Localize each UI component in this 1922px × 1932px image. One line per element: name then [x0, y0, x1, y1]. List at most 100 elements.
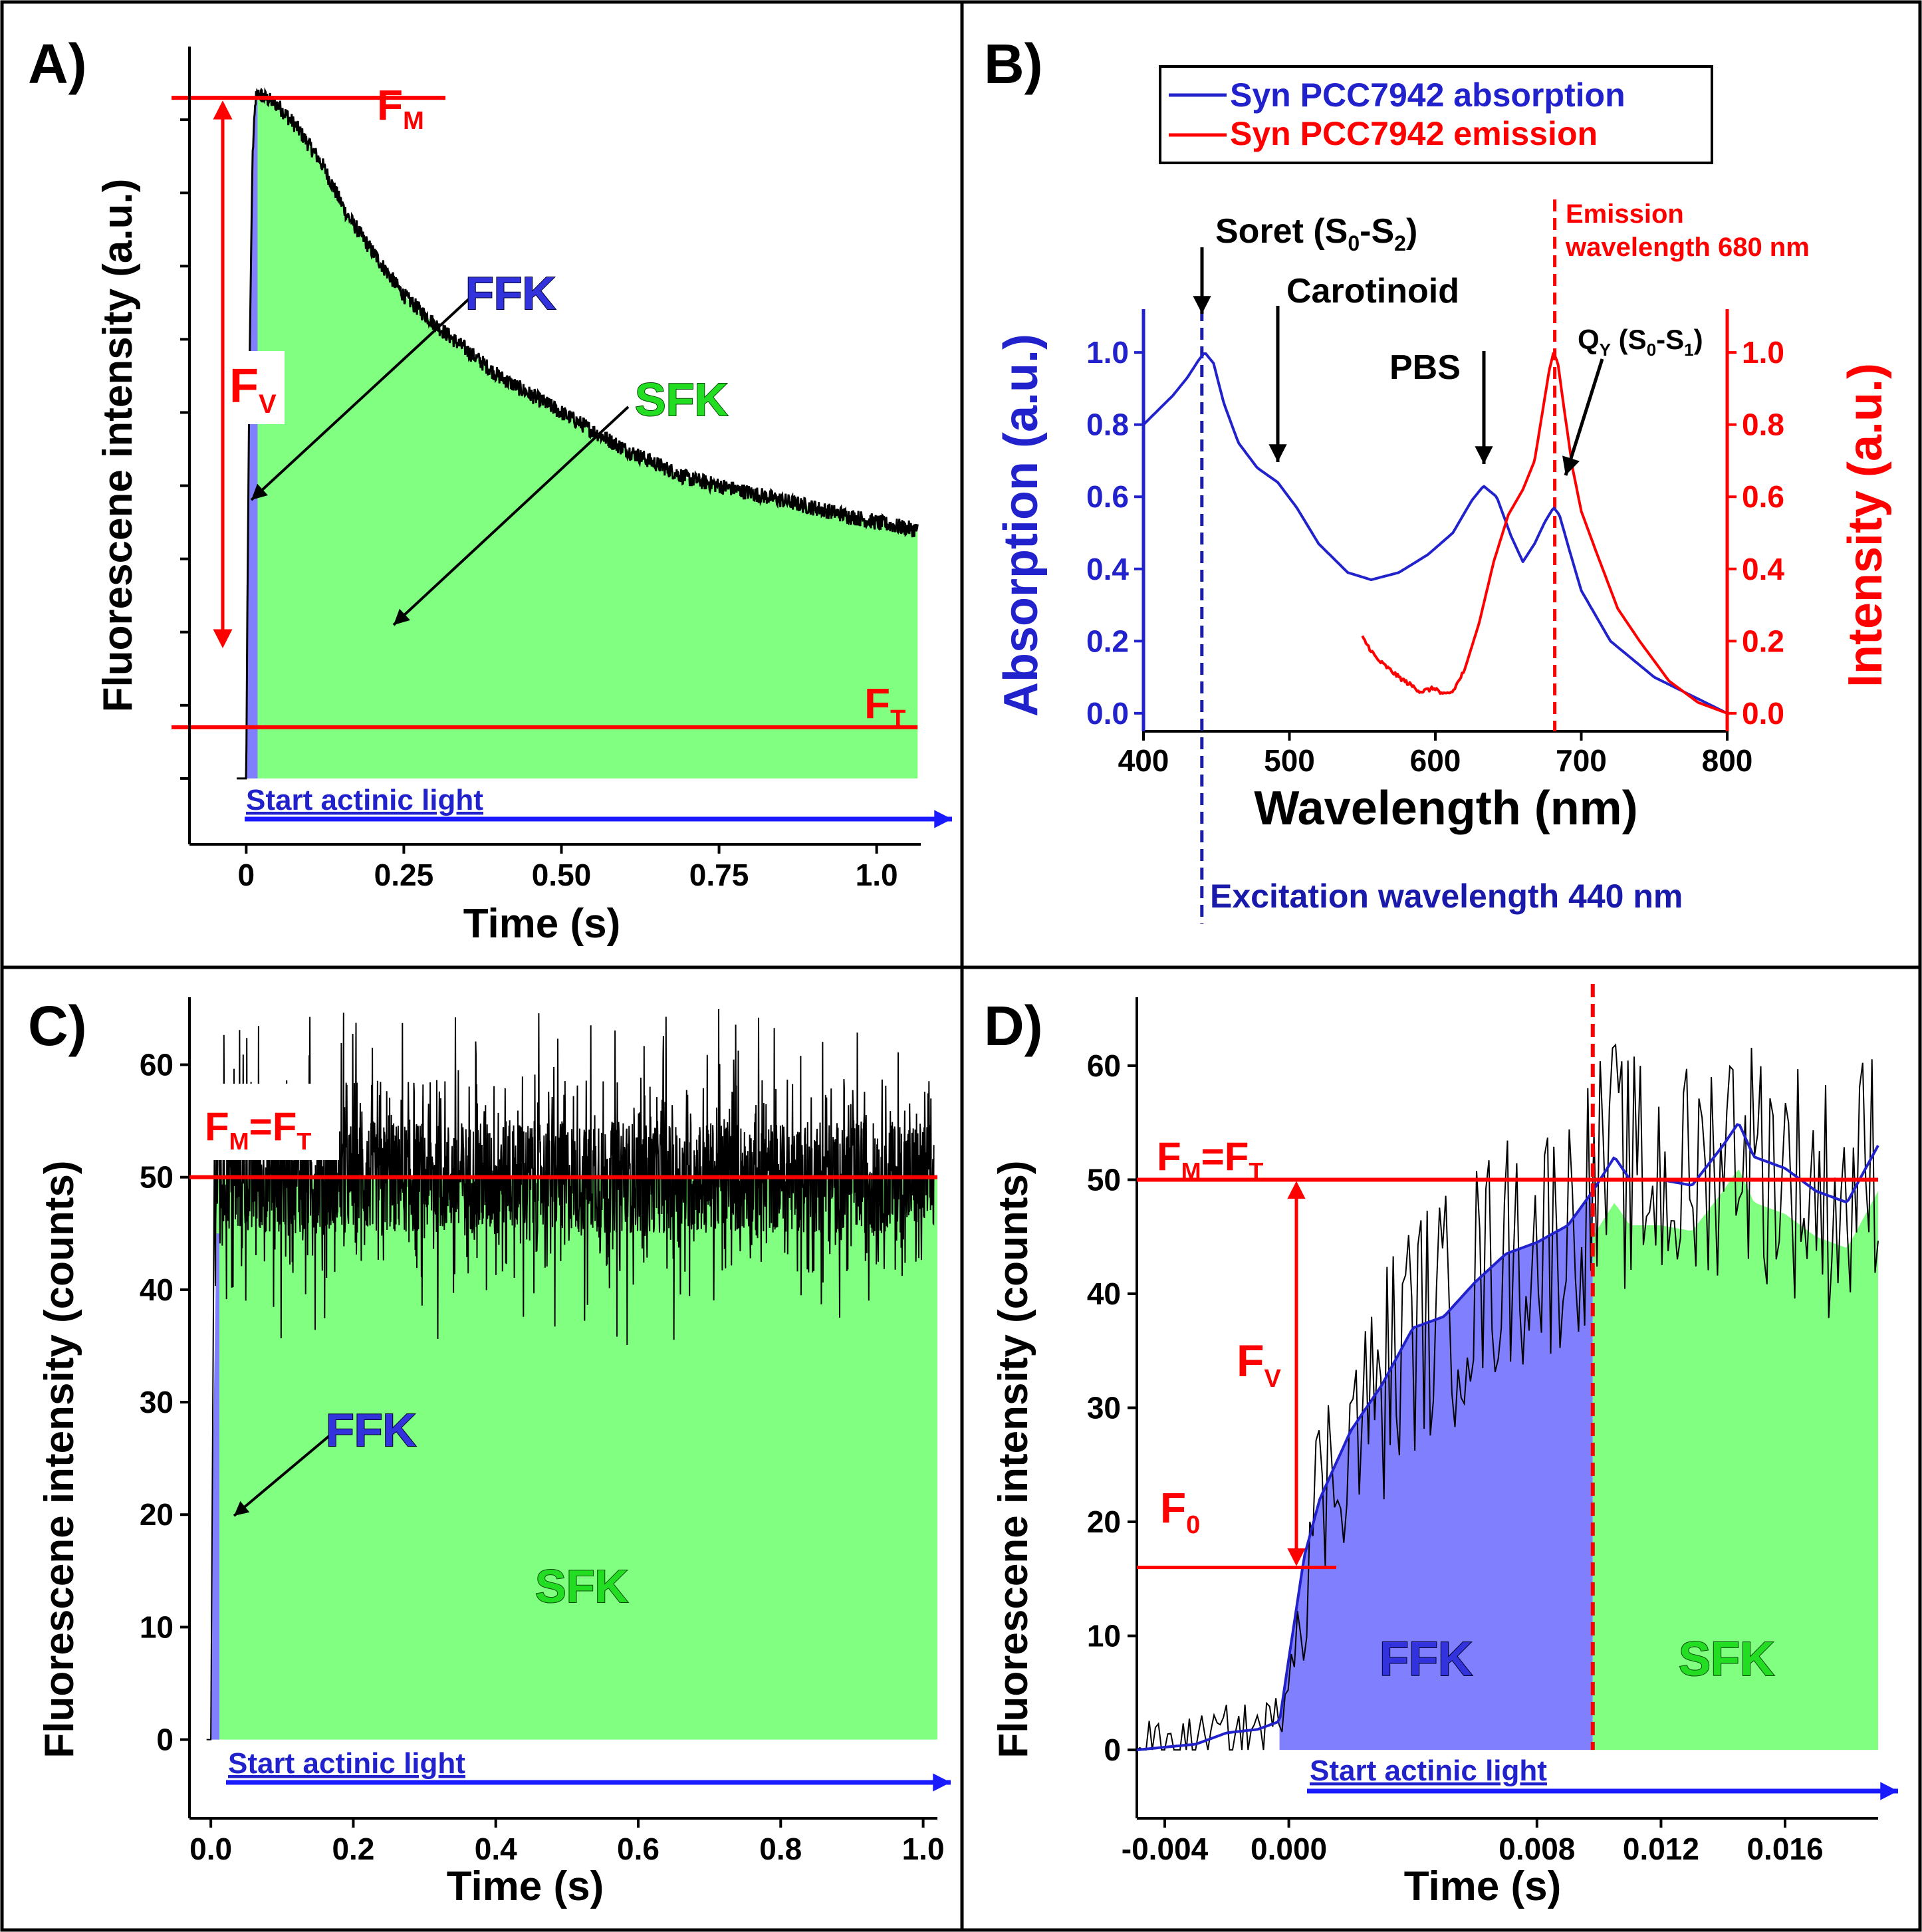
panel-b-xtick-700: 700: [1556, 743, 1607, 778]
panel-c-actinic-arrow-head: [933, 1773, 951, 1792]
panel-a-sfk-area: [246, 94, 918, 779]
panel-b-emission-line1: Emission: [1566, 199, 1684, 229]
panel-d-fv-label: FV: [1237, 1336, 1282, 1393]
panel-a-ffk-area: [246, 95, 258, 779]
panel-a: A) 0 0.25 0.50 0.75 1.0 Time (s) Fluores…: [28, 33, 952, 947]
panel-b-legend-absorption: Syn PCC7942 absorption: [1230, 76, 1625, 114]
panel-d-tick-labels: -0.004 0.000 0.008 0.012 0.016 0 10 20 3…: [1087, 1048, 1824, 1866]
panel-b-ylabel-left: Absorption (a.u.): [995, 334, 1048, 717]
panel-b-xtick-600: 600: [1410, 743, 1461, 778]
panel-b-qy-label: QY (S0-S1): [1578, 324, 1703, 360]
panel-b-series-emission: [1361, 352, 1728, 715]
panel-b-soret-label: Soret (S0-S2): [1215, 212, 1417, 255]
panel-a-xlabel: Time (s): [463, 901, 621, 947]
panel-c-ytick-2: 20: [140, 1497, 174, 1532]
panel-d-ytick-5: 50: [1087, 1162, 1121, 1197]
panel-a-xtick-4: 1.0: [856, 858, 898, 892]
panel-c-xtick-0: 0.0: [189, 1832, 232, 1866]
panel-b-label: B): [984, 33, 1043, 95]
panel-c-sfk-area: [216, 1177, 937, 1740]
panel-b-excitation-label: Excitation wavelength 440 nm: [1210, 878, 1683, 915]
panel-d-xtick-3: 0.012: [1623, 1832, 1699, 1866]
panel-d-ticks: [1128, 1064, 1787, 1828]
panel-a-ft-label: FT: [864, 679, 905, 733]
panel-c: C) 0.0 0.2 0.4 0.6 0.8 1.0 0 10 20 30 40…: [28, 995, 951, 1909]
panel-a-xtick-2: 0.50: [532, 858, 592, 892]
panel-d-xtick-2: 0.008: [1499, 1832, 1575, 1866]
panel-a-actinic-arrow-head: [934, 810, 952, 828]
panel-a-plot: [172, 87, 952, 828]
panel-d-fv-arrow-top: [1287, 1181, 1306, 1199]
panel-a-sfk-pointer-shaft: [392, 406, 630, 626]
panel-b-ytick-right-1: 0.2: [1742, 624, 1784, 658]
panel-b-ytick-right-4: 0.8: [1742, 408, 1784, 442]
panel-b-xtick-400: 400: [1118, 743, 1169, 778]
panel-b-ytick-right-3: 0.6: [1742, 479, 1784, 514]
panel-b-ytick-left-5: 1.0: [1086, 335, 1129, 370]
panel-b-qy-arrow-shaft: [1564, 358, 1604, 476]
panel-c-ytick-5: 50: [140, 1160, 174, 1195]
panel-b-emission-line2: wavelength 680 nm: [1565, 233, 1810, 262]
panel-c-xlabel: Time (s): [447, 1864, 604, 1909]
panel-b-tick-labels: 400 500 600 700 800 0.0 0.2 0.4 0.6 0.8 …: [1086, 335, 1784, 778]
panel-a-ticks: [180, 118, 878, 854]
panel-a-xtick-0: 0: [238, 858, 255, 892]
panel-b: B) 400 500 600 700 800 0.0 0.2 0.4 0.6 0…: [984, 33, 1892, 924]
panel-c-sfk-label: SFK: [535, 1560, 628, 1612]
panel-b-ytick-right-5: 1.0: [1742, 335, 1784, 370]
panel-d-fv-arrow-bottom: [1287, 1548, 1306, 1566]
panel-a-label: A): [28, 33, 87, 95]
panel-c-ytick-1: 10: [140, 1610, 174, 1644]
panel-b-carotinoid-label: Carotinoid: [1286, 272, 1459, 310]
panel-b-qy-arrow-head: [1562, 455, 1580, 475]
panel-d-actinic-arrow-head: [1880, 1782, 1898, 1800]
panel-d-ytick-3: 30: [1087, 1391, 1121, 1425]
panel-a-tick-labels: 0 0.25 0.50 0.75 1.0: [238, 858, 898, 892]
panel-b-legend: Syn PCC7942 absorption Syn PCC7942 emiss…: [1159, 65, 1713, 164]
panel-c-xtick-1: 0.2: [332, 1832, 374, 1866]
panel-d-xlabel: Time (s): [1404, 1864, 1562, 1909]
panel-d-smoothed-trace: [1136, 1123, 1879, 1752]
panel-d-ytick-1: 10: [1087, 1619, 1121, 1653]
panel-a-xtick-1: 0.25: [374, 858, 434, 892]
panel-d-sfk-area: [1592, 1169, 1878, 1751]
panel-a-sfk-pointer-head: [394, 608, 411, 625]
panel-d-ytick-2: 20: [1087, 1505, 1121, 1539]
panel-b-ytick-left-2: 0.4: [1086, 552, 1129, 586]
panel-d-label: D): [984, 995, 1043, 1057]
panel-d-xtick-1: 0.000: [1251, 1832, 1327, 1866]
panel-c-tick-labels: 0.0 0.2 0.4 0.6 0.8 1.0 0 10 20 30 40 50…: [140, 1048, 945, 1866]
panel-c-label: C): [28, 995, 87, 1057]
panel-a-ffk-pointer-shaft: [250, 298, 470, 501]
panel-c-ffk-label: FFK: [326, 1404, 416, 1456]
panel-a-fv-label: FV: [229, 360, 277, 419]
panel-a-fv-background: [225, 351, 285, 424]
panel-c-ytick-6: 60: [140, 1048, 174, 1082]
panel-b-ytick-right-2: 0.4: [1742, 552, 1784, 586]
panel-b-series-absorption: [1142, 352, 1728, 715]
panel-a-ffk-pointer-head: [251, 483, 269, 500]
panel-b-ytick-left-4: 0.8: [1086, 408, 1129, 442]
panel-c-ytick-0: 0: [156, 1723, 174, 1757]
panel-d-actinic-label: Start actinic light: [1310, 1754, 1547, 1787]
panel-a-fm-label: FM: [377, 81, 424, 135]
panel-c-xtick-3: 0.6: [617, 1832, 660, 1866]
panel-d-xtick-0: -0.004: [1122, 1832, 1209, 1866]
panel-c-ytick-4: 40: [140, 1272, 174, 1307]
panel-d-ffk-area: [1279, 1191, 1593, 1751]
panel-b-xlabel: Wavelength (nm): [1254, 782, 1637, 835]
panel-c-fmft-background: [199, 1084, 339, 1160]
panel-d: D) -0.004 0.000 0.008 0.012 0.016 0 10 2…: [984, 984, 1898, 1909]
panel-c-ytick-3: 30: [140, 1385, 174, 1419]
panel-c-ylabel: Fluorescene intensity (counts): [37, 1160, 82, 1758]
panel-a-actinic-label: Start actinic light: [246, 784, 483, 816]
panel-d-ffk-label: FFK: [1380, 1633, 1473, 1686]
panel-d-plot: [1136, 984, 1898, 1820]
panel-b-pbs-label: PBS: [1389, 348, 1461, 387]
panel-d-f0-label: F0: [1160, 1484, 1200, 1539]
panel-b-xtick-500: 500: [1264, 743, 1315, 778]
panel-d-fmft-label: FM=FT: [1157, 1134, 1263, 1185]
panel-d-xtick-4: 0.016: [1746, 1832, 1823, 1866]
panel-a-ffk-label: FFK: [465, 267, 556, 319]
panel-d-ylabel: Fluorescene intensity (counts): [991, 1160, 1036, 1758]
